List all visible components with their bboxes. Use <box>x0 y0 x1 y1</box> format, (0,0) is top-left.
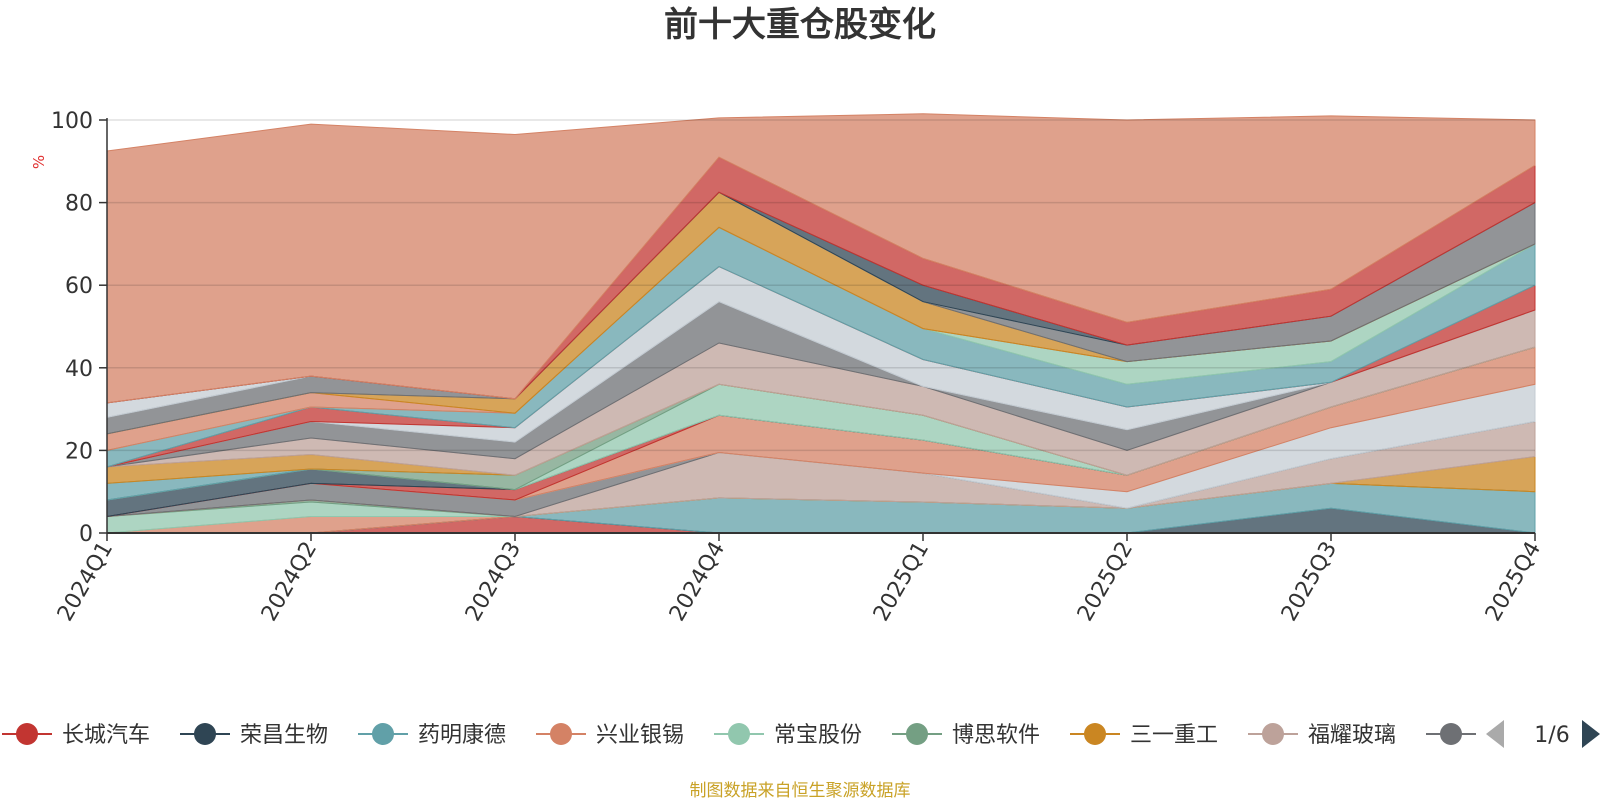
legend-marker-icon <box>1440 723 1462 745</box>
legend-marker-icon <box>906 723 928 745</box>
source-note: 制图数据来自恒生聚源数据库 <box>690 781 911 800</box>
legend-item[interactable]: 药明康德 <box>358 723 506 748</box>
legend-items: 长城汽车 荣昌生物 药明康德 兴业银锡 常宝股份 博思软件 三一重工 福耀玻璃 <box>2 723 1476 748</box>
x-tick-label: 2025Q4 <box>1481 538 1546 626</box>
y-tick-label: 40 <box>65 357 93 382</box>
legend-marker-icon <box>550 723 572 745</box>
legend-label: 药明康德 <box>418 723 506 748</box>
x-tick-label: 2024Q4 <box>665 538 730 626</box>
x-tick-label: 2024Q1 <box>53 538 118 626</box>
y-axis-unit: % <box>30 155 48 169</box>
legend-marker-icon <box>372 723 394 745</box>
chart-title: 前十大重仓股变化 <box>664 5 936 45</box>
y-tick-label: 20 <box>65 439 93 464</box>
legend-item[interactable]: 长城汽车 <box>2 723 150 748</box>
triangle-right-icon[interactable] <box>1582 720 1600 748</box>
legend-marker-icon <box>16 723 38 745</box>
legend-label: 博思软件 <box>952 723 1040 748</box>
legend-item[interactable]: 三一重工 <box>1070 723 1218 748</box>
y-tick-label: 80 <box>65 192 93 217</box>
legend-marker-icon <box>194 723 216 745</box>
legend-label: 常宝股份 <box>774 723 862 748</box>
legend-item[interactable]: 常宝股份 <box>714 723 862 748</box>
legend-label: 荣昌生物 <box>240 723 328 748</box>
x-tick-label: 2024Q3 <box>461 538 526 626</box>
y-tick-label: 60 <box>65 274 93 299</box>
legend-marker-icon <box>728 723 750 745</box>
y-tick-label: 0 <box>79 522 93 547</box>
legend-label: 三一重工 <box>1130 723 1218 748</box>
legend-page-indicator: 1/6 <box>1534 723 1569 748</box>
legend-marker-icon <box>1262 723 1284 745</box>
x-tick-label: 2025Q2 <box>1073 538 1138 626</box>
legend-item[interactable] <box>1426 723 1476 745</box>
legend-label: 长城汽车 <box>62 723 150 748</box>
legend-item[interactable]: 博思软件 <box>892 723 1040 748</box>
x-tick-label: 2024Q2 <box>257 538 322 626</box>
legend-label: 兴业银锡 <box>596 723 684 748</box>
legend: 长城汽车 荣昌生物 药明康德 兴业银锡 常宝股份 博思软件 三一重工 福耀玻璃 1/6 <box>2 720 1600 748</box>
triangle-left-icon[interactable] <box>1486 720 1504 748</box>
legend-item[interactable]: 福耀玻璃 <box>1248 723 1396 748</box>
area-layer <box>106 113 1536 534</box>
legend-item[interactable]: 兴业银锡 <box>536 723 684 748</box>
legend-label: 福耀玻璃 <box>1308 723 1396 748</box>
x-tick-label: 2025Q1 <box>869 538 934 626</box>
legend-marker-icon <box>1084 723 1106 745</box>
area-series-29[interactable] <box>106 113 1536 404</box>
y-tick-label: 100 <box>51 109 93 134</box>
grid-layer <box>107 119 1535 452</box>
legend-item[interactable]: 荣昌生物 <box>180 723 328 748</box>
x-tick-label: 2025Q3 <box>1277 538 1342 626</box>
